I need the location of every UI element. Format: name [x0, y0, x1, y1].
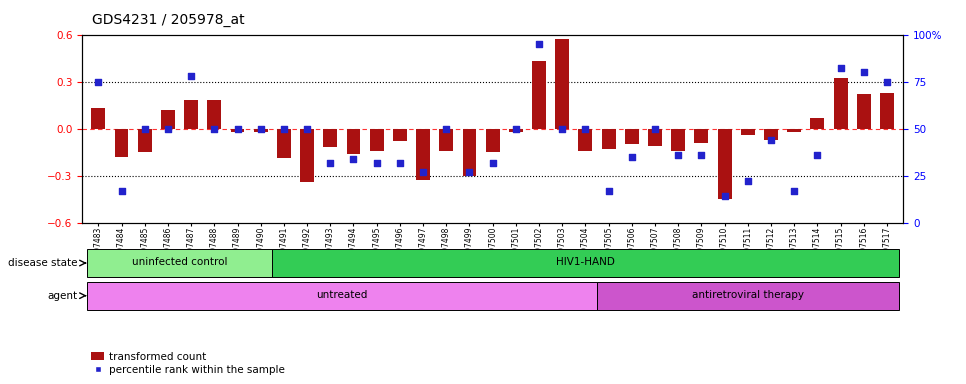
Point	[137, 126, 153, 132]
Bar	[87, 282, 597, 310]
Point	[740, 178, 755, 184]
Bar	[834, 78, 847, 129]
Bar	[463, 129, 476, 176]
Bar	[347, 129, 360, 154]
Text: uninfected control: uninfected control	[131, 257, 227, 267]
Point	[763, 137, 779, 143]
Point	[299, 126, 315, 132]
Point	[485, 159, 500, 166]
Bar	[231, 129, 244, 132]
Bar	[486, 129, 499, 152]
Point	[184, 73, 199, 79]
Point	[694, 152, 709, 158]
Point	[160, 126, 176, 132]
Bar	[161, 110, 175, 129]
Text: HIV1-HAND: HIV1-HAND	[556, 257, 615, 267]
Bar	[648, 129, 662, 146]
Point	[624, 154, 639, 160]
Point	[91, 79, 106, 85]
Bar	[579, 129, 592, 151]
Point	[879, 79, 895, 85]
Bar	[185, 101, 198, 129]
Bar	[92, 108, 105, 129]
Bar	[254, 129, 268, 132]
Point	[554, 126, 570, 132]
Bar	[532, 61, 546, 129]
Bar	[555, 39, 569, 129]
Point	[114, 188, 129, 194]
Bar	[718, 129, 731, 199]
Point	[833, 65, 848, 71]
Bar	[272, 249, 898, 277]
Point	[439, 126, 454, 132]
Bar	[324, 129, 337, 147]
Point	[230, 126, 245, 132]
Legend: transformed count, percentile rank within the sample: transformed count, percentile rank withi…	[87, 348, 289, 379]
Bar	[810, 118, 824, 129]
Point	[253, 126, 269, 132]
Bar	[416, 129, 430, 180]
Point	[323, 159, 338, 166]
Point	[508, 126, 524, 132]
Point	[578, 126, 593, 132]
Point	[346, 156, 361, 162]
Bar	[741, 129, 754, 135]
Point	[415, 169, 431, 175]
Bar	[138, 129, 152, 152]
Point	[717, 193, 732, 199]
Bar	[695, 129, 708, 143]
Bar	[277, 129, 291, 159]
Bar	[671, 129, 685, 151]
Point	[207, 126, 222, 132]
Text: GDS4231 / 205978_at: GDS4231 / 205978_at	[92, 13, 244, 27]
Bar	[625, 129, 639, 144]
Point	[531, 41, 547, 47]
Bar	[440, 129, 453, 151]
Bar	[602, 129, 615, 149]
Bar	[393, 129, 407, 141]
Bar	[880, 93, 894, 129]
Point	[462, 169, 477, 175]
Bar	[764, 129, 778, 140]
Point	[392, 159, 408, 166]
Point	[647, 126, 663, 132]
Bar	[208, 101, 221, 129]
Text: antiretroviral therapy: antiretroviral therapy	[692, 290, 804, 300]
Bar	[370, 129, 384, 151]
Text: untreated: untreated	[316, 290, 368, 300]
Point	[670, 152, 686, 158]
Bar	[509, 129, 523, 132]
Point	[856, 69, 871, 75]
Bar	[857, 94, 870, 129]
Point	[601, 188, 616, 194]
Bar	[300, 129, 314, 182]
Point	[369, 159, 384, 166]
Bar	[787, 129, 801, 132]
Point	[276, 126, 292, 132]
Text: disease state: disease state	[8, 258, 77, 268]
Point	[786, 188, 802, 194]
Bar	[597, 282, 898, 310]
Bar	[87, 249, 272, 277]
Point	[810, 152, 825, 158]
Bar	[115, 129, 128, 157]
Text: agent: agent	[47, 291, 77, 301]
